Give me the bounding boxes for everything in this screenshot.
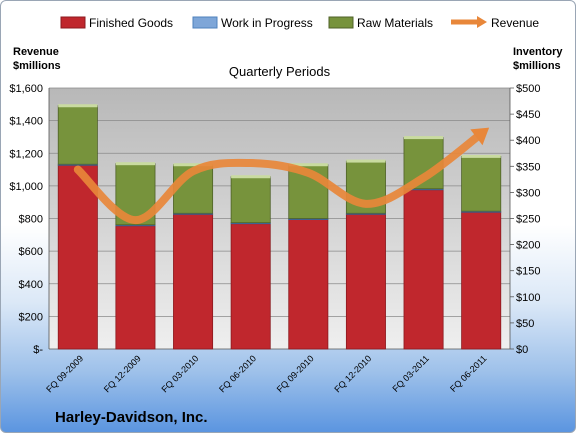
revenue-arrow-head	[470, 127, 490, 146]
legend-label-revenue: Revenue	[491, 16, 539, 30]
x-axis-ticks: FQ 09-2009 FQ 12-2009 FQ 03-2010 FQ 06-2010…	[44, 353, 488, 394]
x-tick-label: FQ 06-2010	[217, 353, 258, 394]
left-axis-title-line2: $millions	[13, 60, 61, 72]
right-tick-label: $300	[516, 187, 540, 199]
right-axis-title-line2: $millions	[513, 60, 561, 72]
right-tick-label: $450	[516, 109, 540, 121]
bar-top-cap	[58, 104, 98, 108]
bar-top-cap	[173, 163, 213, 167]
right-tick-label: $400	[516, 135, 540, 147]
legend-label-raw-materials: Raw Materials	[357, 16, 433, 30]
left-tick-label: $200	[19, 311, 43, 323]
legend-arrow-revenue	[477, 16, 487, 28]
bar-top-cap	[231, 175, 271, 179]
left-tick-label: $600	[19, 246, 43, 258]
bar-top-cap	[346, 159, 386, 163]
legend-swatch-finished-goods	[60, 16, 86, 29]
left-tick-label: $1,200	[9, 148, 43, 160]
x-tick-label: FQ 12-2009	[102, 353, 143, 394]
legend-swatch-work-in-progress	[192, 16, 218, 29]
left-axis-ticks: $- $200 $400 $600 $800 $1,000 $1,200 $1,400 $1,6…	[9, 83, 43, 356]
bar-finished-goods	[173, 213, 214, 350]
left-axis-title-line1: Revenue	[13, 46, 59, 58]
revenue-line-path	[73, 129, 486, 225]
left-tick-label: $400	[19, 279, 43, 291]
bar-finished-goods	[115, 225, 156, 350]
right-tick-label: $200	[516, 240, 540, 252]
x-tick-label: FQ 03-2010	[159, 353, 200, 394]
legend-label-work-in-progress: Work in Progress	[221, 16, 313, 30]
legend-swatch-raw-materials	[328, 16, 354, 29]
legend-label-finished-goods: Finished Goods	[89, 16, 173, 30]
bar-top-cap	[288, 163, 328, 167]
bar-raw-materials	[461, 155, 502, 212]
company-name: Harley-Davidson, Inc.	[55, 409, 208, 426]
right-axis-ticks: $0 $50 $100 $150 $200 $250 $300 $350 $400 $450 $50…	[510, 83, 540, 356]
bar-top-cap	[461, 154, 501, 158]
legend: Finished Goods Work in Progress Raw Mate…	[60, 16, 539, 30]
bar-top-cap	[115, 162, 156, 166]
right-tick-label: $50	[516, 318, 534, 330]
revenue-line	[73, 127, 490, 225]
x-tick-label: FQ 09-2010	[275, 353, 316, 394]
right-tick-label: $350	[516, 161, 540, 173]
bars	[57, 104, 502, 350]
bar-finished-goods	[288, 219, 329, 350]
left-tick-label: $800	[19, 214, 43, 226]
right-axis-title-line1: Inventory	[513, 46, 563, 58]
left-tick-label: $1,000	[9, 181, 43, 193]
x-tick-label: FQ 06-2011	[448, 353, 489, 394]
x-tick-label: FQ 12-2010	[332, 353, 373, 394]
x-tick-label: FQ 09-2009	[44, 353, 85, 394]
left-tick-label: $1,600	[9, 83, 43, 95]
right-tick-label: $0	[516, 344, 528, 356]
chart-title: Quarterly Periods	[229, 64, 331, 79]
right-tick-label: $500	[516, 83, 540, 95]
left-tick-label: $1,400	[9, 116, 43, 128]
bar-finished-goods	[403, 189, 444, 350]
bar-finished-goods	[461, 211, 502, 350]
x-tick-label: FQ 03-2011	[390, 353, 431, 394]
bar-top-cap	[403, 136, 444, 140]
bar-raw-materials	[230, 176, 271, 224]
bar-finished-goods	[57, 164, 98, 350]
bar-finished-goods	[345, 213, 386, 350]
left-tick-label: $-	[33, 344, 43, 356]
right-tick-label: $150	[516, 266, 540, 278]
bar-finished-goods	[230, 223, 271, 350]
bar-raw-materials	[57, 105, 98, 165]
right-tick-label: $100	[516, 292, 540, 304]
right-tick-label: $250	[516, 214, 540, 226]
